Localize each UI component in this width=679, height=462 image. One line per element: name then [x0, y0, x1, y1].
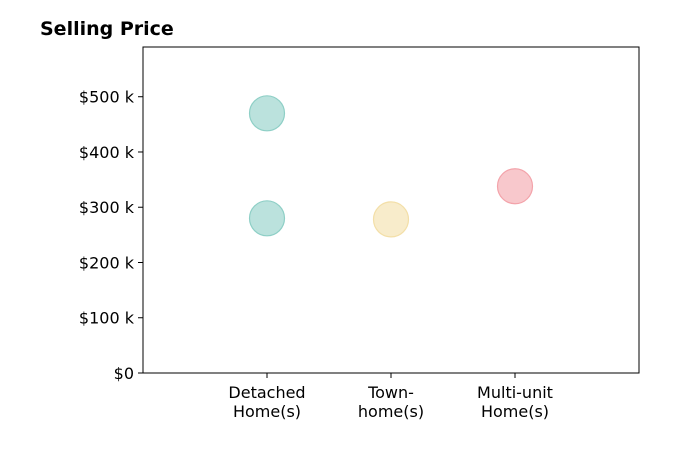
y-tick-label: $500 k	[79, 88, 135, 107]
chart-title: Selling Price	[40, 18, 174, 40]
y-axis: $0 $100 k $200 k $300 k $400 k $500 k	[79, 88, 143, 383]
x-tick-label: Town-home(s)	[358, 383, 424, 421]
y-tick-label: $300 k	[79, 198, 135, 217]
x-tick-label-line: home(s)	[358, 402, 424, 421]
x-tick-label-line: Home(s)	[481, 402, 549, 421]
x-tick-label-line: Multi-unit	[477, 383, 553, 402]
x-axis: Detached Home(s)Town-home(s)Multi-unit Hom…	[228, 373, 553, 421]
data-points	[248, 95, 534, 238]
y-tick-label: $200 k	[79, 253, 135, 272]
x-tick-label-line: Detached	[228, 383, 305, 402]
data-point	[372, 201, 410, 238]
y-tick-label: $100 k	[79, 309, 135, 328]
x-tick-label: Detached Home(s)	[228, 383, 305, 421]
data-point	[248, 95, 286, 132]
y-tick-label: $0	[114, 364, 134, 383]
data-point	[496, 168, 534, 205]
x-tick-label: Multi-unit Home(s)	[477, 383, 553, 421]
x-tick-label-line: Town-	[367, 383, 414, 402]
y-tick-label: $400 k	[79, 143, 135, 162]
x-tick-label-line: Home(s)	[233, 402, 301, 421]
data-point	[248, 200, 286, 237]
